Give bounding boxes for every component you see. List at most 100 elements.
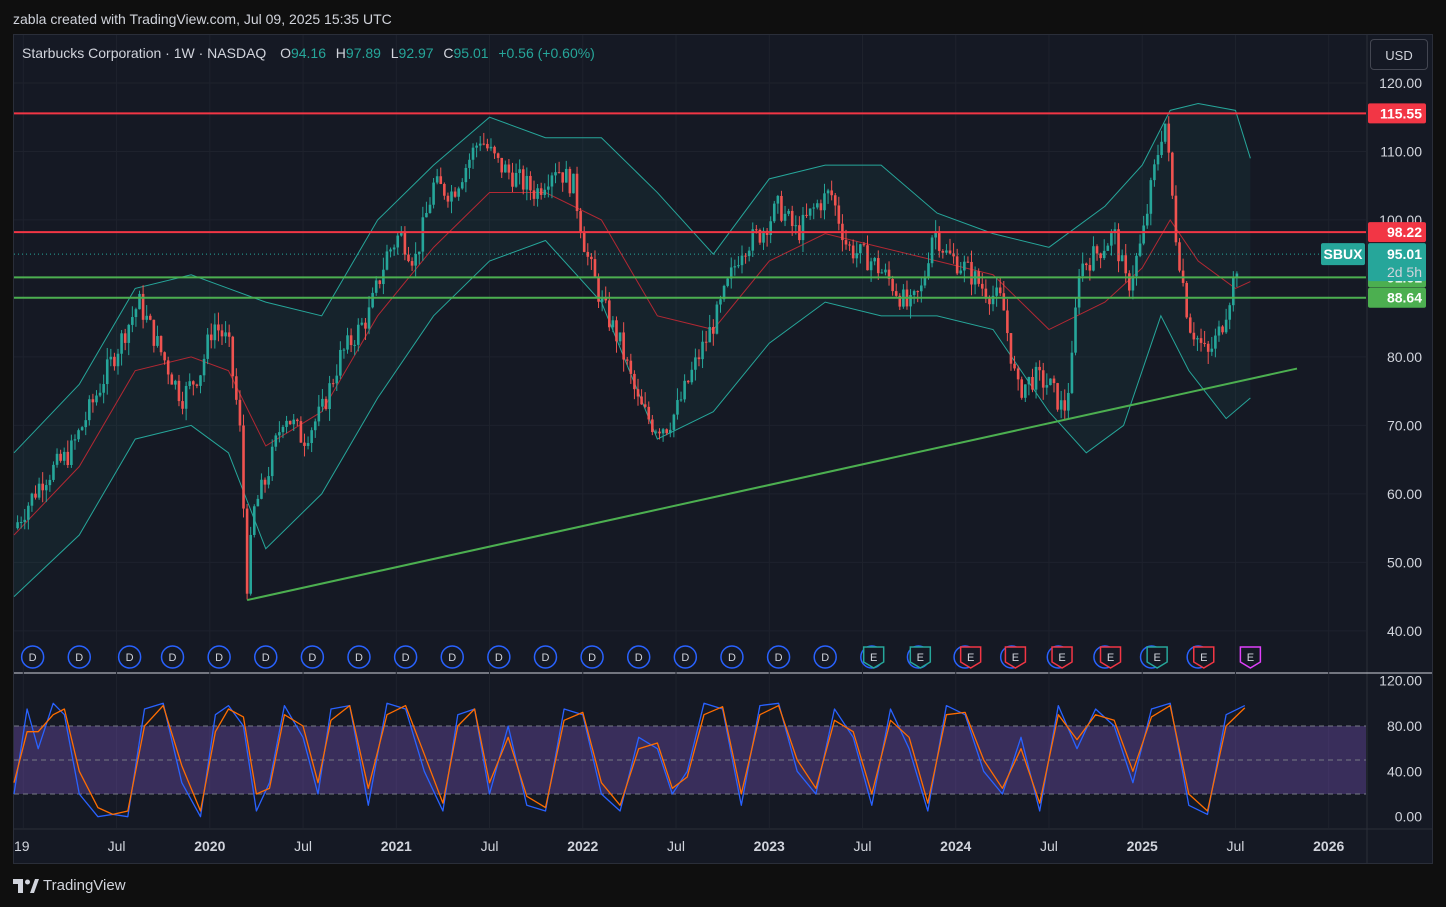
candle-body bbox=[844, 240, 848, 245]
open-value: 94.16 bbox=[290, 45, 327, 61]
candle-body bbox=[586, 251, 590, 257]
candle-body bbox=[747, 250, 751, 257]
candle-body bbox=[651, 419, 654, 433]
symbol-badge-label: SBUX bbox=[1324, 246, 1364, 262]
candle-body bbox=[521, 169, 525, 190]
candle-body bbox=[1027, 376, 1031, 385]
candle-body bbox=[787, 210, 790, 214]
candle-body bbox=[733, 266, 737, 268]
candle-body bbox=[823, 193, 826, 211]
dividend-event-label: D bbox=[169, 652, 177, 664]
currency-button[interactable]: USD bbox=[1370, 39, 1428, 70]
candle-body bbox=[95, 395, 98, 403]
last-price-label: 95.01 bbox=[1387, 246, 1422, 262]
earnings-event-label: E bbox=[1012, 652, 1019, 664]
candle-body bbox=[945, 250, 948, 253]
earnings-event-icon bbox=[959, 646, 982, 669]
time-tick-label: 2020 bbox=[194, 838, 225, 854]
candle-body bbox=[866, 245, 869, 271]
candle-body bbox=[116, 353, 120, 367]
candle-body bbox=[941, 250, 945, 253]
price-tick-label: 40.00 bbox=[1387, 623, 1422, 639]
candle-body bbox=[120, 333, 123, 354]
candle-body bbox=[310, 430, 313, 444]
candle-body bbox=[400, 232, 403, 236]
candle-body bbox=[102, 384, 105, 393]
time-tick-label: Jul bbox=[1227, 838, 1245, 854]
candle-body bbox=[564, 168, 568, 183]
candle-body bbox=[159, 336, 163, 353]
candle-body bbox=[629, 360, 633, 374]
candle-body bbox=[88, 399, 91, 421]
candle-body bbox=[217, 324, 220, 331]
candle-body bbox=[335, 375, 339, 384]
candle-body bbox=[227, 332, 231, 337]
dividend-event-icon bbox=[207, 645, 231, 669]
candle-body bbox=[887, 269, 891, 279]
candle-body bbox=[805, 214, 808, 216]
time-tick-label: Jul bbox=[854, 838, 872, 854]
dividend-event-label: D bbox=[355, 652, 363, 664]
candle-body bbox=[23, 519, 27, 523]
candle-body bbox=[192, 381, 195, 385]
candle-body bbox=[880, 272, 884, 274]
candle-body bbox=[195, 384, 199, 386]
low-label: L bbox=[390, 45, 399, 61]
candle-body bbox=[34, 493, 37, 498]
low-value: 92.97 bbox=[398, 45, 434, 61]
candle-body bbox=[199, 375, 202, 386]
candle-body bbox=[62, 451, 66, 461]
time-tick-label: Jul bbox=[481, 838, 499, 854]
candle-body bbox=[1156, 155, 1160, 165]
candle-body bbox=[679, 399, 683, 401]
candle-body bbox=[740, 255, 744, 266]
earnings-event-label: E bbox=[1153, 652, 1160, 664]
dividend-event-label: D bbox=[29, 652, 37, 664]
candle-body bbox=[959, 270, 963, 274]
price-tick-label: 60.00 bbox=[1387, 486, 1422, 502]
dividend-event-icon bbox=[347, 645, 371, 669]
candle-body bbox=[44, 485, 48, 491]
earnings-event-label: E bbox=[1107, 652, 1114, 664]
candle-body bbox=[1002, 293, 1006, 311]
candle-body bbox=[385, 251, 389, 270]
candle-body bbox=[661, 429, 665, 434]
candle-body bbox=[213, 324, 217, 341]
candle-body bbox=[73, 439, 77, 441]
dividend-event-label: D bbox=[448, 652, 456, 664]
candle-body bbox=[808, 208, 812, 216]
candle-body bbox=[712, 327, 715, 334]
stoch-tick-label: 80.00 bbox=[1387, 718, 1422, 734]
earnings-event-label: E bbox=[1247, 652, 1254, 664]
candle-body bbox=[306, 443, 310, 446]
candle-body bbox=[575, 173, 579, 212]
candle-body bbox=[676, 400, 679, 415]
dividend-event-label: D bbox=[495, 652, 503, 664]
candle-body bbox=[1214, 335, 1217, 349]
dividend-event-icon bbox=[160, 645, 185, 669]
candle-body bbox=[489, 146, 493, 149]
candle-body bbox=[260, 479, 263, 499]
candle-body bbox=[1070, 352, 1074, 393]
candle-body bbox=[439, 176, 443, 184]
candle-body bbox=[464, 167, 468, 183]
candle-body bbox=[138, 293, 141, 310]
stoch-d-line bbox=[13, 704, 1246, 816]
tradingview-logo[interactable]: TradingView bbox=[13, 877, 126, 894]
candle-body bbox=[1113, 229, 1117, 233]
candle-body bbox=[579, 211, 582, 233]
candle-body bbox=[1081, 263, 1084, 277]
candle-body bbox=[819, 203, 823, 211]
candle-body bbox=[37, 483, 41, 498]
candle-body bbox=[776, 195, 780, 204]
dividend-event-icon bbox=[580, 645, 604, 669]
chart-credit: zabla created with TradingView.com, Jul … bbox=[13, 11, 392, 27]
earnings-event-icon bbox=[1146, 646, 1168, 669]
dividend-event-icon bbox=[254, 645, 278, 669]
dividend-event-label: D bbox=[75, 652, 83, 664]
candle-body bbox=[378, 280, 382, 285]
earnings-event-label: E bbox=[967, 652, 974, 664]
candle-body bbox=[1232, 277, 1235, 306]
candle-body bbox=[443, 183, 446, 196]
